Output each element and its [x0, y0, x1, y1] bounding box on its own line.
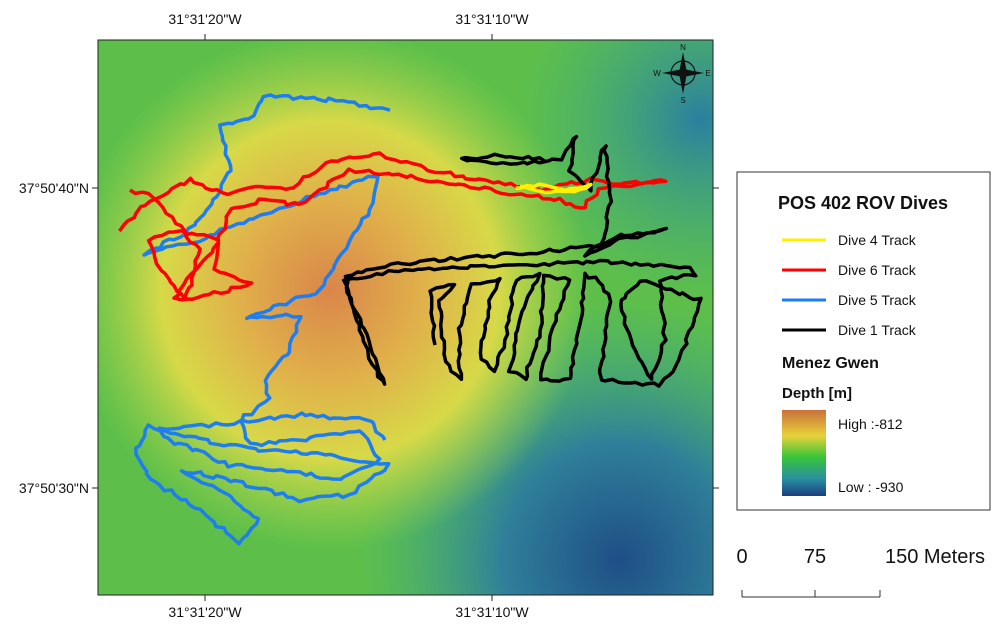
scale-label: 75 [804, 546, 826, 568]
bathymetry [98, 40, 713, 595]
scale-bar: 0 75 150 Meters [736, 546, 985, 598]
compass-s: S [680, 96, 685, 105]
lon-label: 31°31'10"W [455, 604, 529, 620]
compass: N S E W [653, 43, 710, 105]
scale-label: 150 Meters [885, 546, 985, 568]
dive-track [515, 182, 593, 195]
legend-label: Dive 6 Track [838, 262, 917, 278]
legend-depth-title: Depth [m] [782, 385, 852, 402]
map-frame [97, 39, 714, 596]
legend: POS 402 ROV Dives Dive 4 Track Dive 6 Tr… [736, 171, 991, 511]
frame-ticks [92, 34, 719, 601]
legend-box [736, 171, 991, 511]
depth-high: High :-812 [838, 416, 903, 432]
dive-track [341, 134, 703, 388]
legend-label: Dive 4 Track [838, 232, 917, 248]
lon-label: 31°31'10"W [455, 11, 529, 27]
lat-label: 37°50'40"N [19, 180, 89, 196]
depth-ramp [782, 410, 826, 496]
lon-label: 31°31'20"W [168, 11, 242, 27]
compass-n: N [680, 43, 686, 52]
depth-low: Low : -930 [838, 479, 904, 495]
legend-label: Dive 5 Track [838, 292, 917, 308]
lat-label: 37°50'30"N [19, 480, 89, 496]
legend-title: POS 402 ROV Dives [778, 193, 948, 213]
legend-label: Dive 1 Track [838, 322, 917, 338]
tracks [118, 93, 703, 546]
compass-w: W [653, 69, 661, 78]
dive-track [118, 151, 668, 302]
scale-label: 0 [736, 546, 747, 568]
legend-section: Menez Gwen [782, 355, 879, 372]
dive-track [134, 93, 391, 546]
compass-e: E [705, 69, 710, 78]
lon-label: 31°31'20"W [168, 604, 242, 620]
